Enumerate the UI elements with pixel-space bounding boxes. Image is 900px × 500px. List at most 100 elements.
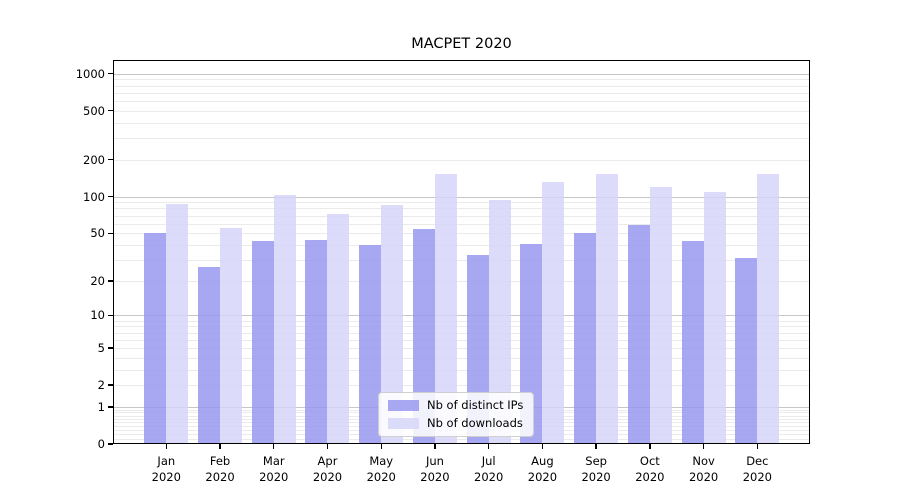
x-axis-tick: [219, 444, 221, 449]
gridline-minor: [113, 215, 810, 217]
gridline-minor: [113, 326, 810, 328]
bar-downloads-aug: [542, 181, 565, 444]
x-axis-tick-label: Nov 2020: [688, 454, 719, 484]
bar-distinct-ips-jan: [144, 233, 167, 444]
y-axis-tick: [108, 232, 113, 234]
gridline-minor: [113, 79, 810, 81]
gridline-minor: [113, 110, 810, 112]
bar-distinct-ips-nov: [681, 241, 704, 444]
x-axis-tick: [273, 444, 275, 449]
gridline-minor: [113, 347, 810, 349]
plot-border: [113, 60, 810, 444]
gridline-minor: [113, 208, 810, 210]
gridline-minor: [113, 85, 810, 87]
gridline-minor: [113, 92, 810, 94]
x-axis-tick-label: Jan 2020: [151, 454, 181, 484]
gridline-minor: [113, 385, 810, 387]
x-axis-tick: [541, 444, 544, 449]
x-axis-tick: [649, 444, 651, 449]
gridline-major: [113, 196, 810, 198]
legend: Nb of distinct IPs Nb of downloads: [378, 392, 535, 437]
y-axis-tick-label: 50: [90, 226, 105, 241]
y-axis-tick: [108, 314, 113, 317]
x-axis-tick-label: Feb 2020: [205, 454, 235, 484]
gridline-minor: [113, 138, 810, 140]
y-axis-tick: [108, 72, 113, 75]
gridline-minor: [113, 122, 810, 124]
bar-downloads-sep: [596, 174, 619, 444]
bar-distinct-ips-oct: [627, 225, 650, 444]
x-axis-tick: [434, 444, 436, 449]
x-axis-tick: [487, 444, 490, 449]
x-axis-tick-label: Jun 2020: [420, 454, 450, 484]
x-axis-tick-label: Dec 2020: [742, 454, 772, 484]
x-axis-tick: [380, 444, 382, 449]
legend-label-distinct-ips: Nb of distinct IPs: [427, 398, 524, 412]
legend-swatch-downloads: [388, 418, 419, 429]
bar-downloads-jul: [488, 200, 511, 444]
y-axis-tick-label: 500: [83, 103, 105, 118]
gridline-minor: [113, 101, 810, 103]
x-axis-tick: [595, 444, 597, 449]
y-axis-tick-label: 20: [90, 273, 105, 288]
bar-downloads-jun: [434, 174, 457, 444]
bar-downloads-jan: [166, 204, 189, 444]
x-axis-tick-label: Mar 2020: [259, 454, 289, 484]
gridline-minor: [113, 320, 810, 322]
y-axis-tick-label: 5: [97, 340, 105, 355]
y-axis-tick: [108, 384, 113, 386]
x-axis-tick-label: Sep 2020: [581, 454, 611, 484]
gridline-minor: [113, 357, 810, 359]
y-axis-tick: [108, 406, 113, 408]
legend-item-downloads: Nb of downloads: [388, 416, 523, 431]
legend-item-distinct-ips: Nb of distinct IPs: [388, 398, 523, 413]
bar-downloads-nov: [703, 192, 726, 444]
bar-downloads-apr: [327, 214, 350, 444]
chart-title: MACPET 2020: [411, 36, 512, 52]
y-axis-tick: [108, 195, 113, 198]
y-axis-tick-label: 0: [97, 437, 105, 451]
y-axis-tick: [108, 443, 113, 445]
gridline-minor: [113, 202, 810, 204]
bar-downloads-dec: [757, 173, 780, 444]
x-axis-tick-label: Apr 2020: [312, 454, 343, 484]
x-axis-tick: [756, 444, 759, 449]
gridline-minor: [113, 339, 810, 341]
gridline-minor: [113, 233, 810, 235]
x-axis-tick: [326, 444, 329, 449]
y-axis-tick-label: 10: [90, 308, 105, 323]
bar-distinct-ips-may: [359, 244, 382, 444]
bar-distinct-ips-feb: [198, 267, 221, 444]
y-axis-tick-label: 1000: [75, 66, 105, 81]
y-axis-tick: [108, 110, 113, 112]
y-axis-tick: [108, 159, 113, 161]
bar-downloads-oct: [649, 186, 672, 444]
bar-distinct-ips-sep: [574, 233, 597, 444]
gridline-minor: [113, 259, 810, 261]
x-axis-tick-label: Oct 2020: [635, 454, 665, 484]
gridline-minor: [113, 280, 810, 282]
legend-label-downloads: Nb of downloads: [427, 416, 523, 430]
gridline-minor: [113, 438, 810, 440]
legend-swatch-distinct-ips: [388, 400, 419, 411]
bar-downloads-feb: [220, 228, 243, 444]
y-axis-tick: [108, 280, 113, 282]
bar-distinct-ips-dec: [735, 258, 758, 444]
y-axis-tick-label: 100: [83, 189, 105, 204]
bar-distinct-ips-mar: [251, 241, 274, 444]
gridline-major: [113, 73, 810, 75]
gridline-major: [113, 315, 810, 317]
y-axis-tick-label: 1: [97, 399, 105, 414]
gridline-minor: [113, 223, 810, 225]
x-axis-tick: [702, 444, 705, 449]
y-axis-tick-label: 200: [83, 152, 105, 167]
x-axis-tick-label: Jul 2020: [474, 454, 504, 484]
gridline-minor: [113, 244, 810, 246]
x-axis-tick-label: May 2020: [366, 454, 396, 484]
y-axis-tick: [108, 347, 113, 349]
x-axis-tick: [165, 444, 167, 449]
y-axis-tick-label: 2: [97, 378, 105, 393]
gridline-minor: [113, 159, 810, 161]
